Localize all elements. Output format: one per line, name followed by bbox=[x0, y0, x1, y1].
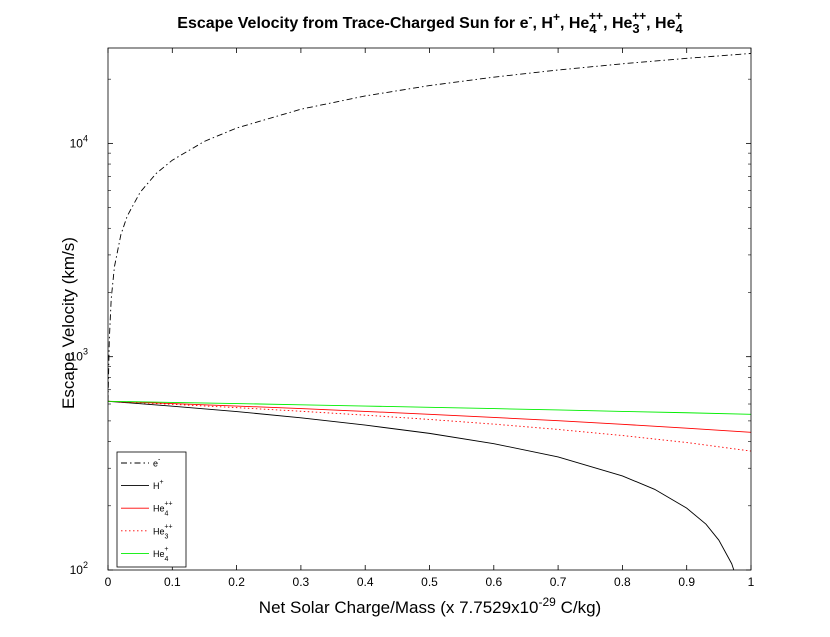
x-tick-label: 0 bbox=[105, 575, 112, 589]
x-tick-label: 0.5 bbox=[421, 575, 438, 589]
x-tick-label: 0.7 bbox=[550, 575, 567, 589]
x-tick-label: 0.1 bbox=[164, 575, 181, 589]
plot-frame bbox=[107, 47, 752, 571]
chart-title: Escape Velocity from Trace-Charged Sun f… bbox=[177, 9, 683, 36]
x-tick-label: 1 bbox=[748, 575, 755, 589]
series-e-minus-line bbox=[108, 53, 751, 402]
x-tick-label: 0.4 bbox=[357, 575, 374, 589]
y-tick-label: 104 bbox=[70, 133, 88, 150]
legend-label-series-he4-plusplus: He4++ bbox=[153, 501, 173, 518]
y-tick-label: 102 bbox=[70, 560, 88, 577]
x-tick-label: 0.8 bbox=[614, 575, 631, 589]
x-tick-label: 0.2 bbox=[228, 575, 245, 589]
x-tick-label: 0.3 bbox=[293, 575, 310, 589]
x-tick-label: 0.6 bbox=[485, 575, 502, 589]
y-axis-label: Escape Velocity (km/s) bbox=[59, 237, 78, 409]
x-tick-label: 0.9 bbox=[678, 575, 695, 589]
legend-box bbox=[116, 451, 187, 568]
y-tick-label: 103 bbox=[70, 347, 88, 364]
axes: 0 0.1 0.2 0.3 0.4 0.5 0.6 0.7 0.8 0.9 1 102 103 104 bbox=[70, 47, 755, 589]
legend-label-series-he4-plus: He4+ bbox=[153, 546, 169, 563]
series-he4-plus-line bbox=[108, 400, 751, 415]
legend-label-series-he3-plusplus: He3++ bbox=[153, 523, 173, 540]
series-he4-plusplus-line bbox=[108, 400, 751, 433]
legend-label-series-h-plus: H+ bbox=[153, 479, 164, 491]
series-he3-plusplus-line bbox=[108, 400, 751, 452]
series-h-plus-line bbox=[108, 400, 735, 570]
legend-label-series-e-minus: e- bbox=[153, 457, 161, 469]
x-axis-label: Net Solar Charge/Mass (x 7.7529x10-29 C/… bbox=[259, 595, 601, 617]
legend: e- H+ He4++ He3++ He4+ bbox=[116, 451, 187, 568]
plot-area bbox=[108, 53, 751, 570]
